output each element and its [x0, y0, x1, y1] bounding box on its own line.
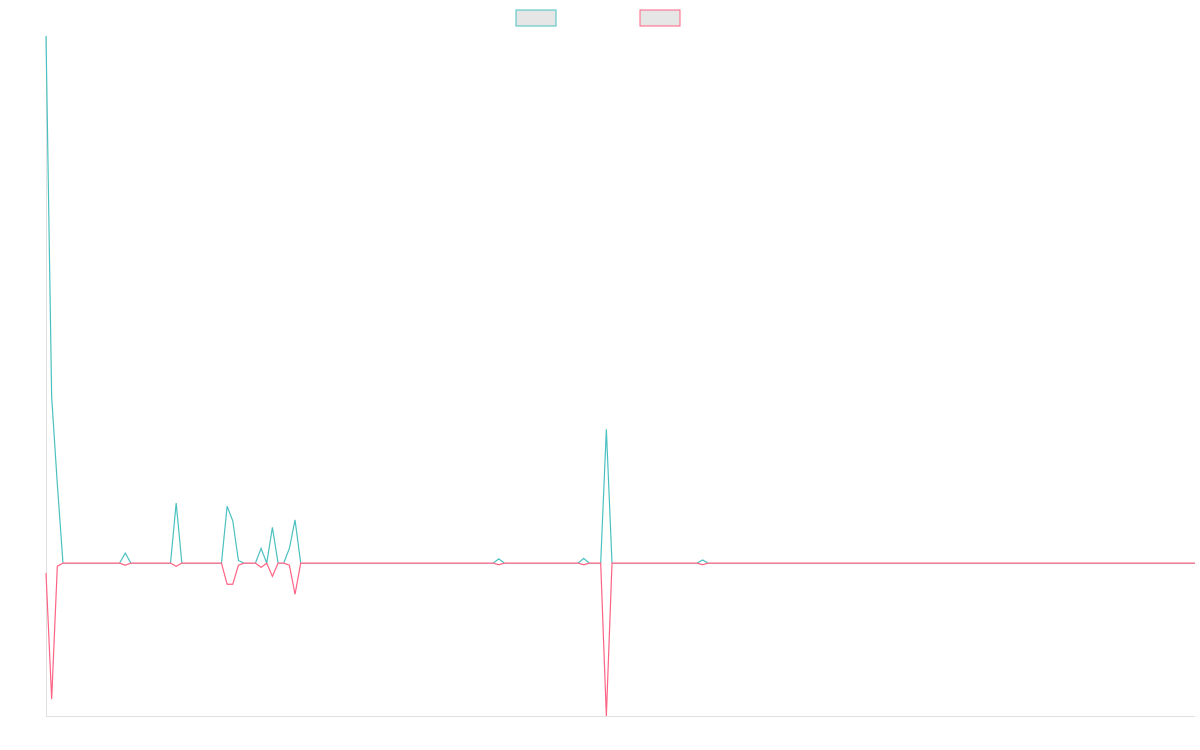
legend-swatch — [639, 9, 681, 27]
series-line — [45, 562, 1195, 717]
legend-swatch — [515, 9, 557, 27]
series-line — [45, 35, 1195, 566]
